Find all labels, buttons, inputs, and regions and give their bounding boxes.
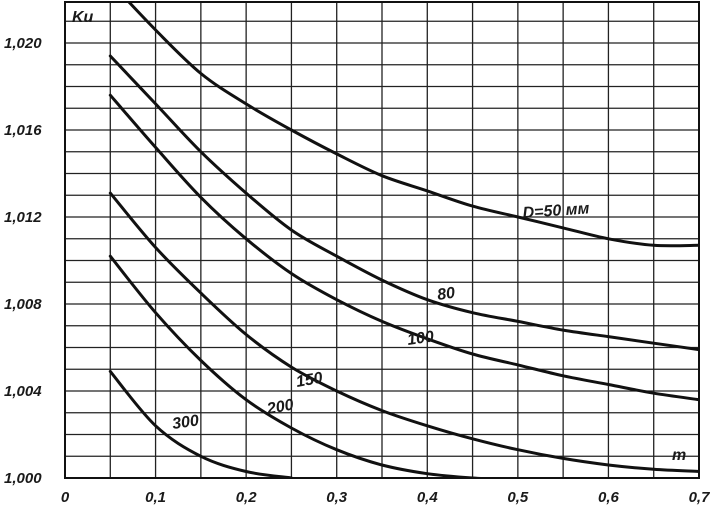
y-tick-label: 1,008 (4, 296, 42, 313)
x-tick-labels: 0 0,1 0,2 0,3 0,4 0,5 0,6 0,7 (61, 489, 710, 506)
curve-label: D=50 мм (522, 200, 590, 222)
x-tick-label: 0,5 (507, 489, 529, 506)
curve-80 (108, 54, 699, 352)
curve-label: 80 (436, 285, 456, 304)
x-tick-label: 0,3 (326, 489, 348, 506)
x-tick-label: 0 (61, 489, 70, 506)
x-tick-label: 0,1 (145, 489, 166, 506)
curve-label: 200 (265, 397, 295, 419)
y-tick-label: 1,016 (4, 122, 42, 139)
y-tick-label: 1,004 (4, 383, 42, 400)
y-tick-label: 1,000 (4, 470, 42, 487)
curve-300 (108, 369, 293, 478)
y-axis-label: Kи (72, 9, 94, 26)
plot-frame (64, 1, 700, 479)
y-tick-label: 1,012 (4, 209, 42, 226)
curve-150 (108, 191, 699, 473)
x-tick-label: 0,2 (236, 489, 258, 506)
x-tick-label: 0,6 (598, 489, 620, 506)
curve-label: 100 (406, 328, 435, 349)
curve-200 (108, 254, 502, 478)
grid (65, 2, 699, 478)
curve-label: 300 (171, 412, 200, 433)
curve-label: 150 (295, 370, 324, 391)
x-tick-label: 0,7 (689, 489, 711, 506)
x-tick-label: 0,4 (417, 489, 439, 506)
y-tick-label: 1,020 (4, 35, 42, 52)
y-tick-labels: 1,000 1,004 1,008 1,012 1,016 1,020 (4, 35, 42, 487)
curves (108, 2, 699, 478)
x-axis-label: m (672, 447, 686, 464)
curve-d-50 (126, 2, 699, 248)
curve-100 (108, 93, 699, 402)
